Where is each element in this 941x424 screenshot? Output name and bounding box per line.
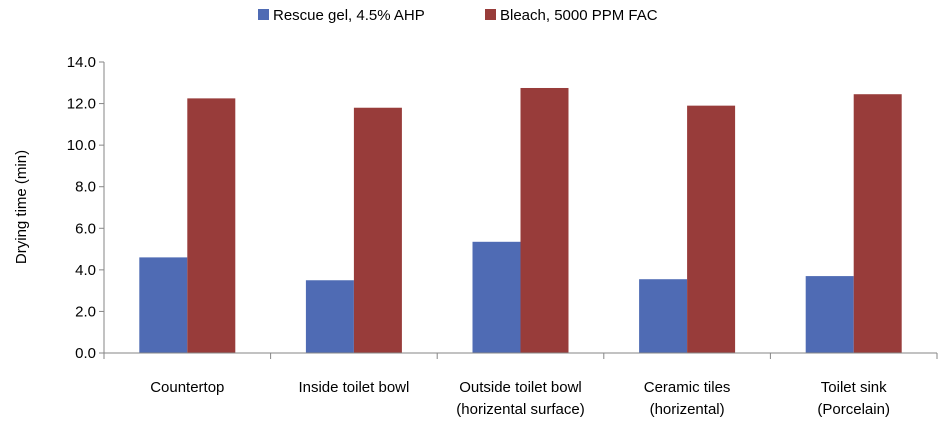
- x-category-label: Countertop: [150, 379, 224, 396]
- legend-label-1: Rescue gel, 4.5% AHP: [273, 7, 425, 24]
- x-category-label: Ceramic tiles: [644, 379, 731, 396]
- y-tick-label: 14.0: [67, 54, 96, 71]
- bar-series1-cat3: [472, 241, 521, 353]
- legend-swatch-2: [485, 9, 496, 20]
- bar-series1-cat5: [805, 276, 854, 353]
- y-tick-label: 8.0: [75, 179, 96, 196]
- x-axis-labels: Countertop Inside toilet bowl Outside toil…: [150, 379, 890, 418]
- y-tick-label: 0.0: [75, 345, 96, 362]
- x-category-label: Outside toilet bowl: [459, 379, 582, 396]
- bar-series1-cat1: [139, 257, 188, 353]
- legend-swatch-1: [258, 9, 269, 20]
- y-axis-ticks: 0.0 2.0 4.0 6.0 8.0 10.0 12.0 14.0: [67, 54, 104, 362]
- bar-series2-cat2: [353, 107, 402, 353]
- y-tick-label: 2.0: [75, 303, 96, 320]
- y-tick-label: 6.0: [75, 220, 96, 237]
- bar-series1-cat4: [639, 279, 688, 353]
- x-category-label: (horizental surface): [456, 401, 584, 418]
- bar-series2-cat1: [187, 98, 236, 353]
- bar-series1-cat2: [305, 280, 354, 353]
- bar-series2-cat3: [520, 87, 569, 353]
- bars: [139, 87, 902, 354]
- x-category-label: Inside toilet bowl: [298, 379, 409, 396]
- bar-series2-cat4: [687, 105, 736, 354]
- y-tick-label: 12.0: [67, 96, 96, 113]
- y-axis-title: Drying time (min): [13, 150, 30, 264]
- legend-label-2: Bleach, 5000 PPM FAC: [500, 7, 658, 24]
- axes: [103, 62, 938, 359]
- y-tick-label: 10.0: [67, 137, 96, 154]
- legend: Rescue gel, 4.5% AHP Bleach, 5000 PPM FAC: [258, 7, 658, 24]
- x-category-label: (Porcelain): [817, 401, 890, 418]
- y-tick-label: 4.0: [75, 262, 96, 279]
- x-category-label: Toilet sink: [821, 379, 887, 396]
- bar-series2-cat5: [853, 94, 902, 353]
- x-category-label: (horizental): [650, 401, 725, 418]
